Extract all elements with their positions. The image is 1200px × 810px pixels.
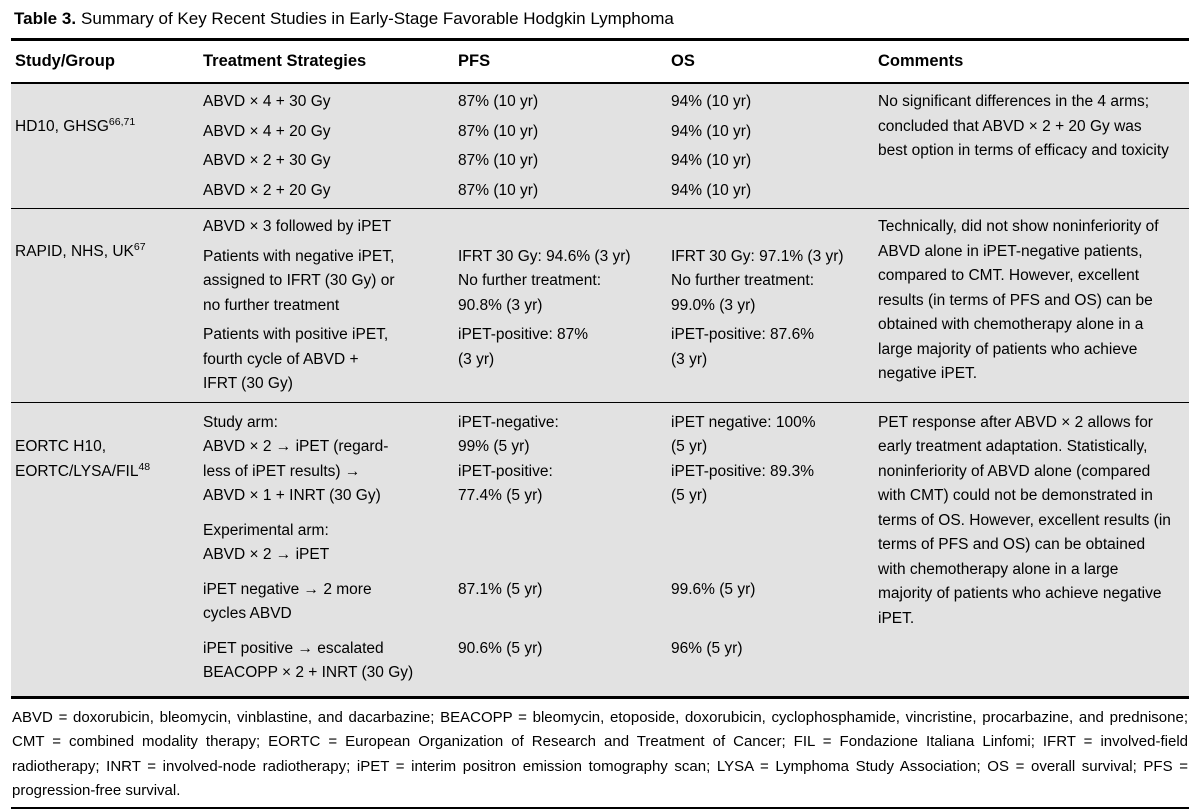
study-row-hd10: HD10, GHSG66,71 ABVD × 4 + 30 Gy 87% (10…	[11, 84, 1189, 208]
treatment-cell: iPET positive → escalated BEACOPP × 2 + …	[203, 639, 414, 682]
treatment-cell: Experimental arm: ABVD × 2 → iPET	[203, 521, 330, 564]
study-cell: HD10, GHSG66,71	[11, 90, 199, 208]
treatment-cell: Study arm: ABVD × 2 → iPET (regard- less…	[203, 413, 389, 505]
study-reference: 48	[138, 460, 151, 473]
table: Study/Group Treatment Strategies PFS OS …	[11, 38, 1189, 699]
comments-cell: No significant differences in the 4 arms…	[878, 93, 1169, 159]
study-reference: 67	[133, 240, 146, 253]
study-row-eortc: EORTC H10, EORTC/LYSA/FIL48 Study arm: A…	[11, 401, 1189, 696]
pfs-cell: 87% (10 yr)	[458, 93, 539, 110]
study-cell: EORTC H10, EORTC/LYSA/FIL48	[11, 411, 199, 696]
os-cell: 96% (5 yr)	[671, 639, 743, 657]
study-name: EORTC H10, EORTC/LYSA/FIL	[15, 438, 139, 480]
pfs-cell: 90.6% (5 yr)	[458, 639, 543, 657]
treatment-cell: iPET negative → 2 more cycles ABVD	[203, 580, 372, 623]
column-header-study-group: Study/Group	[15, 52, 115, 70]
treatment-cell: ABVD × 2 + 30 Gy	[203, 152, 331, 169]
pfs-cell: 87.1% (5 yr)	[458, 580, 543, 598]
os-cell: IFRT 30 Gy: 97.1% (3 yr) No further trea…	[671, 247, 844, 314]
pfs-cell: 87% (10 yr)	[458, 122, 539, 140]
table-title-label: Table 3.	[14, 9, 77, 28]
comments-cell: PET response after ABVD × 2 allows for e…	[878, 413, 1171, 627]
study-reference: 66,71	[108, 115, 136, 128]
table-body: HD10, GHSG66,71 ABVD × 4 + 30 Gy 87% (10…	[11, 84, 1189, 699]
treatment-cell: Patients with negative iPET, assigned to…	[203, 247, 395, 314]
os-cell: iPET negative: 100% (5 yr) iPET-positive…	[671, 413, 816, 505]
pfs-cell	[454, 519, 667, 578]
os-cell: 99.6% (5 yr)	[671, 580, 756, 598]
treatment-cell: ABVD × 2 + 20 Gy	[203, 181, 331, 199]
table-title: Table 3. Summary of Key Recent Studies in…	[11, 0, 1189, 38]
treatment-cell: Patients with positive iPET, fourth cycl…	[203, 326, 389, 392]
study-row-rapid: RAPID, NHS, UK67 ABVD × 3 followed by iP…	[11, 208, 1189, 402]
treatment-cell: ABVD × 4 + 30 Gy	[203, 93, 331, 110]
study-name: RAPID, NHS, UK	[15, 242, 134, 260]
table-footnote: ABVD = doxorubicin, bleomycin, vinblasti…	[11, 698, 1189, 809]
pfs-cell: iPET-negative: 99% (5 yr) iPET-positive:…	[458, 413, 559, 505]
study-name: HD10, GHSG	[15, 117, 109, 135]
os-cell: 94% (10 yr)	[671, 181, 752, 199]
treatment-cell: ABVD × 4 + 20 Gy	[203, 122, 331, 140]
pfs-cell: iPET-positive: 87% (3 yr)	[458, 326, 589, 368]
column-header-comments: Comments	[878, 52, 964, 70]
table-header-row: Study/Group Treatment Strategies PFS OS …	[11, 38, 1189, 84]
study-cell: RAPID, NHS, UK67	[11, 215, 199, 402]
pfs-cell: 87% (10 yr)	[458, 152, 539, 169]
pfs-cell: IFRT 30 Gy: 94.6% (3 yr) No further trea…	[458, 247, 631, 314]
os-cell: 94% (10 yr)	[671, 152, 752, 169]
os-cell: iPET-positive: 87.6% (3 yr)	[671, 326, 815, 368]
treatment-cell: ABVD × 3 followed by iPET	[203, 218, 392, 235]
table-title-text: Summary of Key Recent Studies in Early-S…	[81, 9, 674, 28]
column-header-treatment-strategies: Treatment Strategies	[203, 52, 367, 70]
os-cell: 94% (10 yr)	[671, 93, 752, 110]
os-cell	[667, 519, 874, 578]
pfs-cell	[454, 215, 667, 245]
os-cell	[667, 215, 874, 245]
pfs-cell: 87% (10 yr)	[458, 181, 539, 199]
column-header-pfs: PFS	[458, 52, 491, 70]
column-header-os: OS	[671, 52, 695, 70]
comments-cell: Technically, did not show noninferiority…	[878, 218, 1159, 382]
os-cell: 94% (10 yr)	[671, 122, 752, 140]
